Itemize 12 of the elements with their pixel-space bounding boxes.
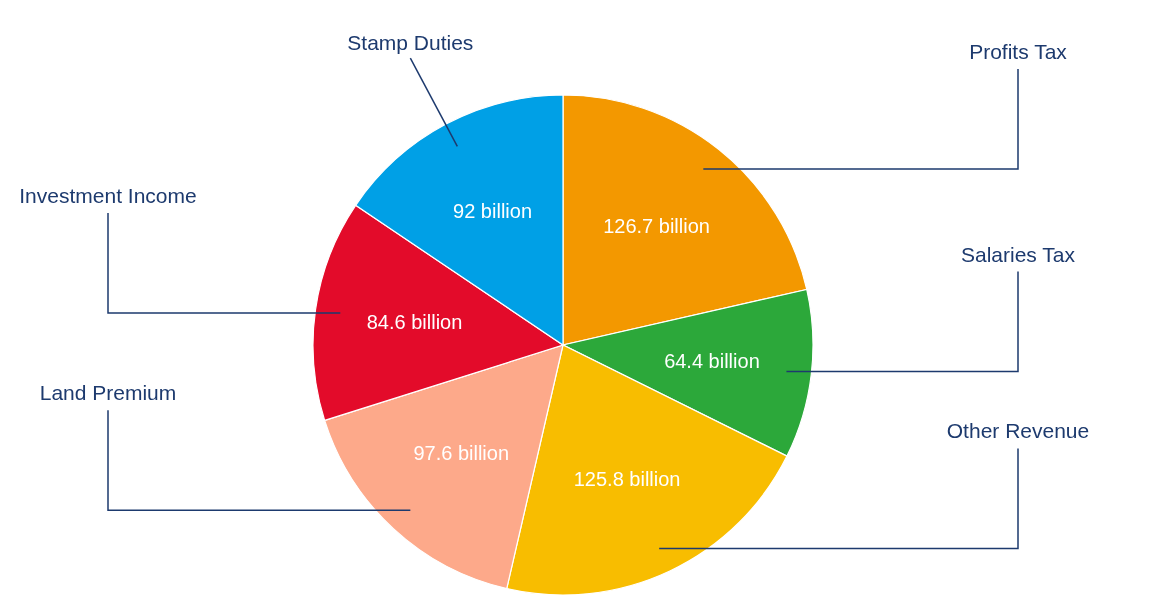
data-label: 97.6 billion — [413, 442, 510, 465]
slice-label: Land Premium — [39, 381, 177, 405]
slice-label: Profits Tax — [969, 40, 1068, 64]
data-label: 125.8 billion — [573, 467, 681, 490]
data-label: 64.4 billion — [664, 349, 760, 372]
slice-label: Other Revenue — [946, 419, 1090, 443]
data-label: 84.6 billion — [366, 310, 463, 333]
data-label: 92 billion — [453, 199, 533, 222]
data-label: 126.7 billion — [603, 215, 710, 238]
slice-label: Investment Income — [19, 183, 197, 207]
slice-label: Stamp Duties — [347, 31, 474, 55]
slice-label: Salaries Tax — [960, 242, 1076, 266]
